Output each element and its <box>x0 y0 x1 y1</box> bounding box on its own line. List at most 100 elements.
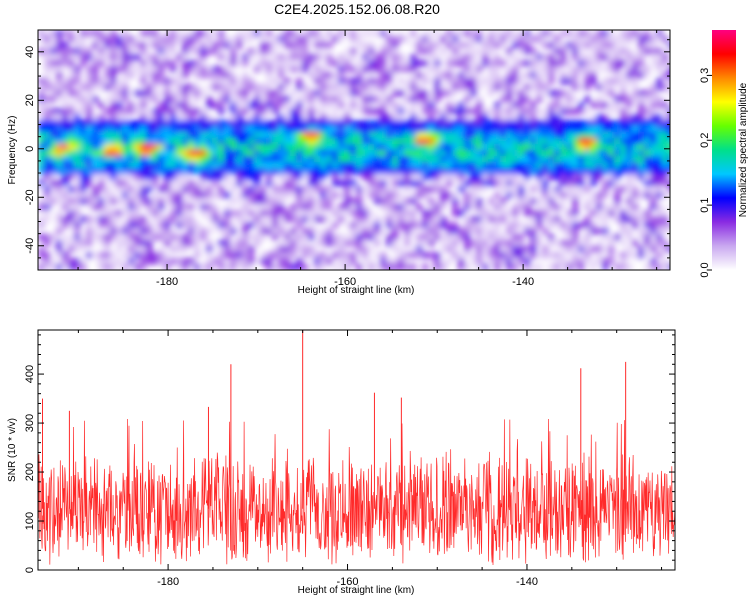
heatmap-cell <box>236 252 243 259</box>
heatmap-cell <box>314 96 321 103</box>
heatmap-y-tick-label: 40 <box>24 46 36 58</box>
heatmap-cell <box>368 168 375 175</box>
heatmap-cell <box>578 36 585 43</box>
heatmap-cell <box>374 198 381 205</box>
heatmap-cell <box>446 144 453 151</box>
heatmap-cell <box>74 258 81 265</box>
heatmap-cell <box>188 168 195 175</box>
heatmap-cell <box>86 198 93 205</box>
snr-frame <box>37 329 676 571</box>
heatmap-cell <box>392 84 399 91</box>
heatmap-cell <box>284 216 291 223</box>
heatmap-cell <box>494 72 501 79</box>
heatmap-cell <box>62 204 69 211</box>
heatmap-cell <box>146 96 153 103</box>
heatmap-cell <box>80 144 87 151</box>
heatmap-cell <box>320 42 327 49</box>
heatmap-cell <box>356 234 363 241</box>
heatmap-cell <box>662 72 669 79</box>
heatmap-cell <box>158 72 165 79</box>
heatmap-cell <box>554 222 561 229</box>
heatmap-cell <box>632 120 639 127</box>
heatmap-cell <box>668 42 670 49</box>
heatmap-cell <box>554 258 561 265</box>
heatmap-cell <box>146 66 153 73</box>
heatmap-cell <box>122 138 129 145</box>
heatmap-cell <box>332 162 339 169</box>
heatmap-cell <box>596 240 603 247</box>
heatmap-cell <box>140 78 147 85</box>
heatmap-cell <box>74 36 81 43</box>
heatmap-cell <box>170 114 177 121</box>
heatmap-cell <box>596 54 603 61</box>
heatmap-cell <box>566 180 573 187</box>
heatmap-cell <box>368 186 375 193</box>
heatmap-cell <box>602 30 609 37</box>
heatmap-cell <box>554 66 561 73</box>
heatmap-cell <box>122 60 129 67</box>
heatmap-cell <box>464 90 471 97</box>
heatmap-cell <box>218 156 225 163</box>
heatmap-cell <box>278 138 285 145</box>
heatmap-cell <box>344 222 351 229</box>
heatmap-cell <box>644 120 651 127</box>
heatmap-cell <box>182 114 189 121</box>
heatmap-cell <box>224 240 231 247</box>
heatmap-cell <box>566 144 573 151</box>
heatmap-cell <box>662 156 669 163</box>
heatmap-cell <box>362 234 369 241</box>
heatmap-cell <box>158 78 165 85</box>
heatmap-cell <box>380 150 387 157</box>
heatmap-cell <box>470 150 477 157</box>
heatmap-cell <box>128 204 135 211</box>
heatmap-cell <box>140 60 147 67</box>
heatmap-cell <box>500 174 507 181</box>
heatmap-cell <box>614 138 621 145</box>
heatmap-cell <box>422 78 429 85</box>
heatmap-cell <box>368 174 375 181</box>
heatmap-cell <box>512 228 519 235</box>
heatmap-cell <box>428 180 435 187</box>
heatmap-cell <box>428 132 435 139</box>
heatmap-cell <box>380 198 387 205</box>
heatmap-cell <box>290 150 297 157</box>
heatmap-cell <box>314 84 321 91</box>
heatmap-cell <box>188 102 195 109</box>
heatmap-cell <box>188 138 195 145</box>
heatmap-cell <box>260 138 267 145</box>
heatmap-cell <box>266 42 273 49</box>
heatmap-cell <box>338 168 345 175</box>
heatmap-cell <box>656 192 663 199</box>
heatmap-cell <box>650 126 657 133</box>
heatmap-cell <box>434 78 441 85</box>
heatmap-cell <box>602 102 609 109</box>
heatmap-cell <box>398 132 405 139</box>
heatmap-cell <box>476 96 483 103</box>
heatmap-cell <box>410 138 417 145</box>
heatmap-cell <box>152 228 159 235</box>
heatmap-cell <box>536 198 543 205</box>
heatmap-cell <box>446 120 453 127</box>
heatmap-cell <box>74 234 81 241</box>
heatmap-cell <box>206 174 213 181</box>
heatmap-cell <box>518 222 525 229</box>
heatmap-cell <box>296 180 303 187</box>
heatmap-cell <box>614 264 621 270</box>
heatmap-cell <box>140 162 147 169</box>
heatmap-cell <box>584 138 591 145</box>
heatmap-cell <box>182 36 189 43</box>
heatmap-cell <box>434 150 441 157</box>
heatmap-cell <box>38 222 45 229</box>
heatmap-cell <box>200 90 207 97</box>
heatmap-cell <box>506 264 513 270</box>
heatmap-cell <box>392 42 399 49</box>
heatmap-cell <box>278 162 285 169</box>
heatmap-cell <box>248 174 255 181</box>
heatmap-cell <box>128 36 135 43</box>
heatmap-cell <box>140 240 147 247</box>
heatmap-cell <box>206 102 213 109</box>
heatmap-cell <box>590 114 597 121</box>
heatmap-cell <box>122 144 129 151</box>
heatmap-cell <box>542 114 549 121</box>
heatmap-cell <box>464 84 471 91</box>
